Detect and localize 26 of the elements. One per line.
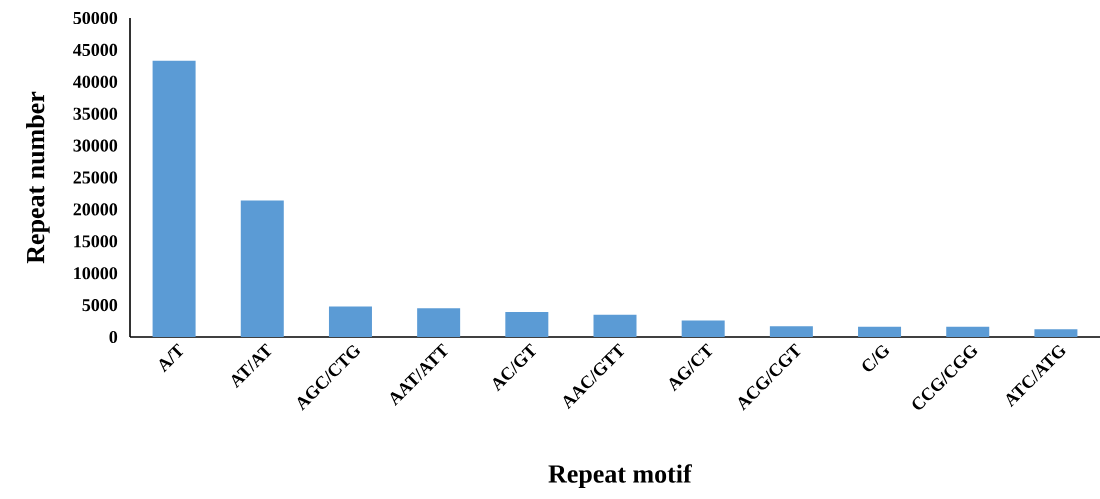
- y-tick-label: 30000: [73, 139, 118, 152]
- y-tick-label: 10000: [74, 267, 118, 280]
- bar: [681, 320, 725, 337]
- bar: [593, 314, 637, 337]
- x-tick-label: C/G: [862, 344, 890, 372]
- y-axis-title: Repeat number: [26, 91, 50, 264]
- x-axis-title: Repeat motif: [548, 464, 692, 489]
- bar: [417, 308, 461, 337]
- y-tick-label: 45000: [73, 43, 118, 56]
- y-tick-label: 40000: [73, 75, 118, 88]
- y-tick-label: 20000: [73, 203, 118, 216]
- x-tick-label: A/T: [159, 343, 184, 373]
- y-tick-label: 25000: [73, 171, 118, 184]
- bar: [1034, 329, 1078, 337]
- bar: [152, 60, 196, 337]
- bar: [769, 326, 813, 337]
- y-tick-label: 50000: [73, 11, 118, 25]
- y-tick-label: 5000: [82, 299, 118, 312]
- y-tick-label: 0: [109, 330, 118, 344]
- bar: [240, 200, 284, 337]
- bar: [946, 326, 990, 337]
- y-tick-label: 35000: [73, 107, 118, 120]
- bar: [505, 312, 549, 337]
- bar: [328, 306, 372, 337]
- y-tick-label: 15000: [74, 235, 118, 248]
- bar: [858, 326, 902, 337]
